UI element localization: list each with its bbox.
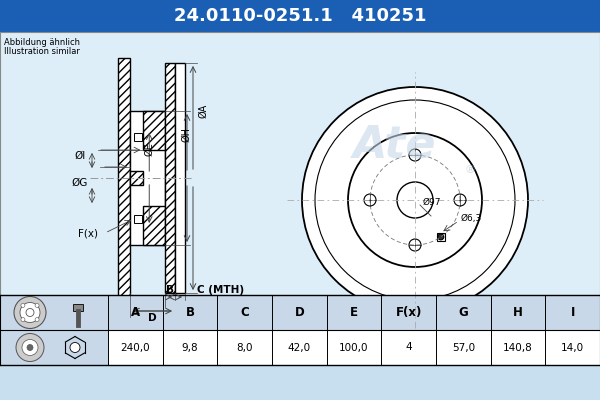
Circle shape: [35, 304, 39, 308]
Text: F(x): F(x): [395, 306, 422, 319]
Text: B: B: [166, 285, 174, 295]
Text: 140,8: 140,8: [503, 342, 533, 352]
Bar: [143, 206, 165, 245]
Text: I: I: [571, 306, 575, 319]
Circle shape: [22, 340, 38, 356]
Text: 24.0110-0251.1   410251: 24.0110-0251.1 410251: [174, 7, 426, 25]
Bar: [165, 63, 175, 293]
Circle shape: [20, 302, 40, 322]
Text: ®: ®: [464, 165, 476, 175]
Bar: [143, 111, 165, 150]
Text: ØG: ØG: [72, 178, 88, 188]
Text: 14,0: 14,0: [561, 342, 584, 352]
Circle shape: [16, 334, 44, 362]
Text: ØA: ØA: [198, 103, 208, 118]
Text: E: E: [350, 306, 358, 319]
Text: Abbildung ähnlich: Abbildung ähnlich: [4, 38, 80, 47]
Text: 8,0: 8,0: [236, 342, 253, 352]
Text: H: H: [513, 306, 523, 319]
Bar: [130, 171, 143, 185]
Text: C: C: [240, 306, 249, 319]
Circle shape: [315, 100, 515, 300]
Bar: [118, 58, 130, 298]
Bar: [437, 233, 445, 241]
Text: ØE: ØE: [144, 142, 154, 156]
Circle shape: [35, 318, 39, 322]
Text: 100,0: 100,0: [339, 342, 369, 352]
Text: ØI: ØI: [74, 151, 86, 161]
Circle shape: [21, 318, 25, 322]
Text: 240,0: 240,0: [121, 342, 150, 352]
Bar: [0, 295, 108, 365]
Bar: [134, 215, 142, 223]
Circle shape: [302, 87, 528, 313]
Circle shape: [27, 344, 33, 350]
Bar: [0, 32, 600, 295]
Text: Ø97: Ø97: [423, 198, 442, 206]
Text: Ate: Ate: [353, 124, 437, 166]
Circle shape: [454, 194, 466, 206]
Text: B: B: [185, 306, 194, 319]
Circle shape: [21, 304, 25, 308]
Bar: [73, 304, 83, 310]
Text: G: G: [458, 306, 468, 319]
Bar: [108, 295, 600, 330]
Circle shape: [397, 182, 433, 218]
Text: A: A: [131, 306, 140, 319]
Circle shape: [14, 296, 46, 328]
Circle shape: [438, 234, 444, 240]
Text: 9,8: 9,8: [182, 342, 199, 352]
Bar: [175, 63, 185, 293]
Text: 42,0: 42,0: [288, 342, 311, 352]
Text: D: D: [295, 306, 304, 319]
Circle shape: [348, 133, 482, 267]
Text: Ø6,3: Ø6,3: [461, 214, 482, 223]
Circle shape: [409, 239, 421, 251]
Circle shape: [409, 149, 421, 161]
Bar: [134, 133, 142, 141]
Bar: [0, 295, 600, 365]
Circle shape: [364, 194, 376, 206]
Text: 57,0: 57,0: [452, 342, 475, 352]
Text: F(x): F(x): [78, 228, 98, 238]
Text: Illustration similar: Illustration similar: [4, 47, 80, 56]
Circle shape: [26, 308, 34, 316]
Text: C (MTH): C (MTH): [197, 285, 244, 295]
Bar: [130, 111, 165, 245]
Text: D: D: [148, 313, 157, 323]
Text: ØH: ØH: [181, 127, 191, 142]
Text: 4: 4: [406, 342, 412, 352]
Bar: [0, 0, 600, 32]
Circle shape: [70, 342, 80, 352]
